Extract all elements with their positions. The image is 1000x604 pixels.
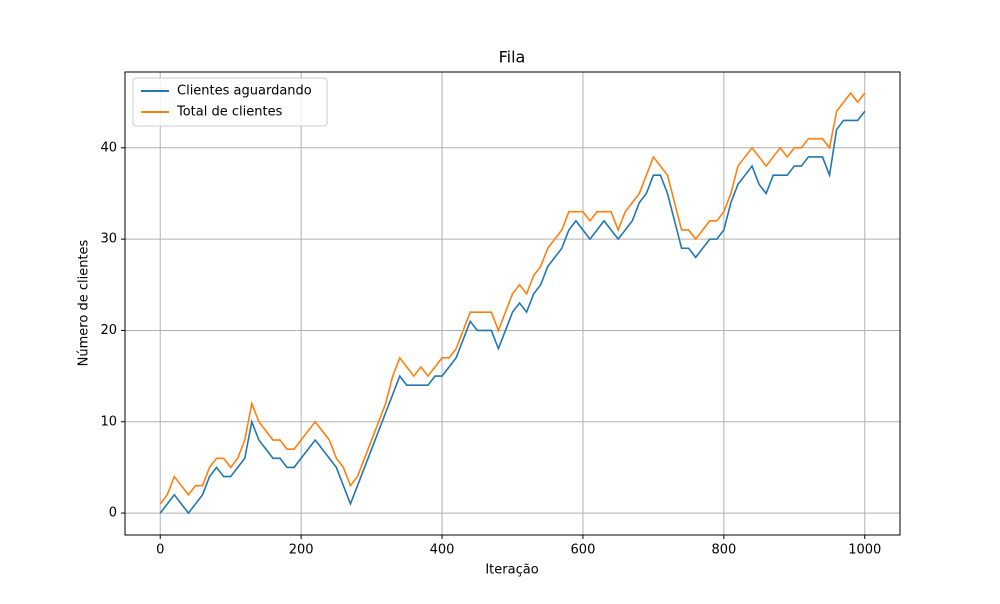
line-series (159, 91, 866, 505)
y-tick-label: 40 (100, 140, 117, 155)
x-tick-label: 400 (430, 543, 455, 558)
y-tick-label: 20 (100, 323, 117, 338)
x-tick-label: 0 (156, 543, 164, 558)
x-tick-label: 800 (711, 543, 736, 558)
y-tick-label: 0 (109, 506, 117, 521)
plot-frame (124, 71, 901, 536)
x-tick-label: 200 (289, 543, 314, 558)
legend-label: Total de clientes (176, 105, 283, 120)
line-series (159, 110, 866, 515)
x-axis-label: Iteração (485, 563, 538, 578)
legend-label: Clientes aguardando (177, 84, 312, 99)
y-tick-label: 10 (100, 414, 117, 429)
legend-box (132, 77, 328, 127)
x-tick-label: 600 (571, 543, 596, 558)
x-tick-label: 1000 (848, 543, 881, 558)
chart-title: Fila (499, 48, 526, 67)
y-tick-label: 30 (100, 232, 117, 247)
y-axis-label: Número de clientes (77, 239, 92, 366)
